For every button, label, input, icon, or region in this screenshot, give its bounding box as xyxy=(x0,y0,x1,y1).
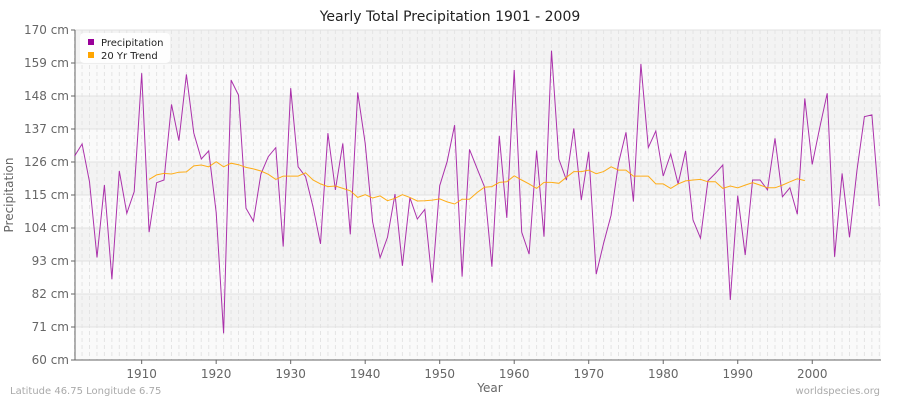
y-tick-label: 170 cm xyxy=(24,23,69,37)
legend-swatch-precipitation xyxy=(88,39,94,45)
chart-title: Yearly Total Precipitation 1901 - 2009 xyxy=(319,9,581,25)
x-axis-label: Year xyxy=(476,381,502,395)
grid-band xyxy=(75,327,881,360)
y-tick-label: 93 cm xyxy=(32,254,69,268)
y-tick-label: 82 cm xyxy=(32,287,69,301)
y-tick-label: 115 cm xyxy=(24,188,69,202)
grid-band xyxy=(75,195,881,228)
y-tick-label: 148 cm xyxy=(24,89,69,103)
grid-bands xyxy=(75,30,881,360)
legend-box xyxy=(80,33,170,63)
x-tick-label: 1930 xyxy=(275,367,306,381)
legend-label-trend: 20 Yr Trend xyxy=(101,51,158,62)
precipitation-line xyxy=(74,50,880,334)
x-tick-label: 1920 xyxy=(201,367,232,381)
y-tick-label: 104 cm xyxy=(24,221,69,235)
y-tick-label: 60 cm xyxy=(32,353,69,367)
location-label: Latitude 46.75 Longitude 6.75 xyxy=(10,386,162,397)
grid-band xyxy=(75,96,881,129)
y-tick-label: 137 cm xyxy=(24,122,69,136)
grid-band xyxy=(75,30,881,63)
x-tick-label: 1990 xyxy=(722,367,753,381)
legend: Precipitation 20 Yr Trend xyxy=(80,33,170,63)
grid-band xyxy=(75,162,881,195)
series-lines xyxy=(74,50,880,334)
grid-band xyxy=(75,294,881,327)
y-axis-ticks: 60 cm 71 cm 82 cm 93 cm 104 cm 115 cm 126 cm 13… xyxy=(24,23,75,367)
x-axis-ticks: 1910 1920 1930 1940 1950 1960 1970 1980 1990 2000 xyxy=(126,360,828,381)
y-axis-label: Precipitation xyxy=(2,157,16,232)
x-tick-label: 1970 xyxy=(573,367,604,381)
x-tick-label: 1940 xyxy=(350,367,381,381)
x-tick-label: 1960 xyxy=(499,367,530,381)
legend-label-precipitation: Precipitation xyxy=(101,38,164,49)
grid-band xyxy=(75,261,881,294)
y-tick-label: 71 cm xyxy=(32,320,69,334)
y-tick-label: 159 cm xyxy=(24,56,69,70)
y-tick-label: 126 cm xyxy=(24,155,69,169)
x-tick-label: 2000 xyxy=(797,367,828,381)
trend-line xyxy=(148,161,805,205)
source-link[interactable]: worldspecies.org xyxy=(795,386,880,397)
x-tick-label: 1950 xyxy=(424,367,455,381)
grid-band xyxy=(75,63,881,96)
x-tick-label: 1980 xyxy=(648,367,679,381)
x-tick-label: 1910 xyxy=(126,367,157,381)
horizontal-grid xyxy=(75,29,881,361)
legend-swatch-trend xyxy=(88,52,94,58)
